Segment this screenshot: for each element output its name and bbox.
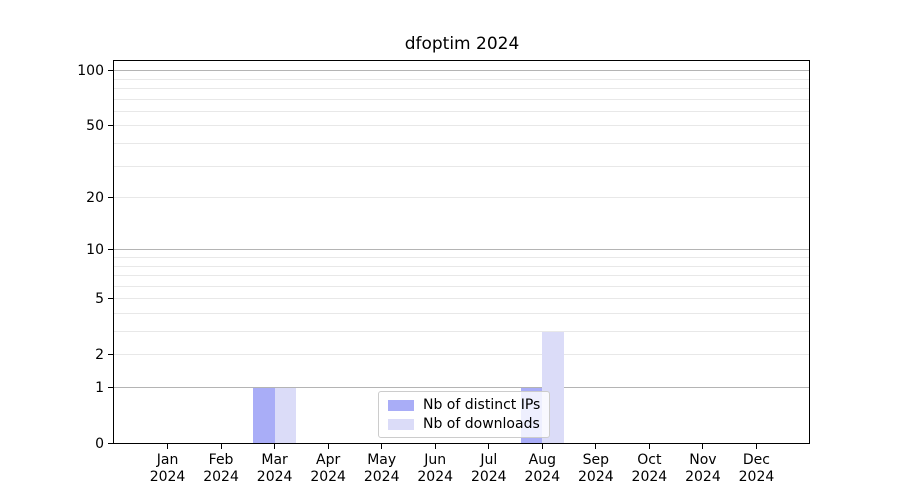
minor-gridline: [114, 165, 810, 167]
x-tick-mark: [220, 444, 222, 449]
x-tick-mark: [381, 444, 383, 449]
x-tick-label: Oct 2024: [631, 451, 668, 485]
y-tick-mark: [108, 354, 113, 356]
legend-entry-distinct-ips: Nb of distinct IPs: [388, 397, 540, 413]
minor-gridline: [114, 331, 810, 333]
x-tick-label: Sep 2024: [578, 451, 614, 485]
y-tick-mark: [108, 387, 113, 389]
x-tick-mark: [702, 444, 704, 449]
bar-distinct-ips: [253, 387, 275, 444]
minor-gridline: [114, 143, 810, 145]
y-tick-label: 0: [95, 435, 104, 452]
minor-gridline: [114, 298, 810, 300]
legend-label: Nb of downloads: [423, 416, 540, 432]
minor-gridline: [114, 285, 810, 287]
y-tick-mark: [108, 70, 113, 72]
x-tick-label: Jul 2024: [470, 451, 507, 485]
legend-swatch: [388, 399, 414, 411]
x-tick-label: Feb 2024: [203, 451, 239, 485]
legend: Nb of distinct IPs Nb of downloads: [378, 391, 551, 438]
x-tick-mark: [648, 444, 650, 449]
minor-gridline: [114, 265, 810, 267]
y-tick-mark: [108, 443, 113, 444]
legend-entry-downloads: Nb of downloads: [388, 416, 540, 432]
legend-label: Nb of distinct IPs: [423, 397, 541, 413]
x-tick-label: Jan 2024: [149, 451, 186, 485]
minor-gridline: [114, 275, 810, 277]
y-tick-label: 20: [86, 189, 104, 206]
major-gridline: [114, 249, 810, 251]
x-tick-label: Dec 2024: [738, 451, 775, 485]
minor-gridline: [114, 313, 810, 315]
y-tick-label: 1: [95, 379, 104, 396]
y-tick-label: 100: [77, 62, 104, 79]
x-tick-mark: [595, 444, 597, 449]
x-tick-label: May 2024: [363, 451, 400, 485]
x-tick-mark: [327, 444, 329, 449]
chart-title: dfoptim 2024: [404, 34, 520, 54]
minor-gridline: [114, 111, 810, 112]
y-tick-label: 10: [86, 241, 104, 258]
y-tick-mark: [108, 298, 113, 300]
bar-downloads: [274, 387, 296, 444]
minor-gridline: [114, 78, 810, 80]
x-tick-mark: [755, 444, 757, 449]
x-tick-label: Jun 2024: [417, 451, 454, 485]
legend-swatch: [388, 418, 414, 430]
x-tick-mark: [541, 444, 543, 449]
major-gridline: [114, 387, 810, 389]
minor-gridline: [114, 354, 810, 356]
x-tick-mark: [274, 444, 276, 449]
x-tick-label: Mar 2024: [256, 451, 293, 485]
minor-gridline: [114, 257, 810, 259]
y-tick-label: 5: [95, 290, 104, 307]
major-gridline: [114, 70, 810, 72]
minor-gridline: [114, 98, 810, 100]
y-tick-label: 50: [86, 117, 104, 134]
x-tick-label: Aug 2024: [524, 451, 561, 485]
y-tick-mark: [108, 249, 113, 251]
minor-gridline: [114, 197, 810, 199]
x-tick-mark: [488, 444, 490, 449]
y-tick-label: 2: [95, 346, 104, 363]
x-tick-mark: [434, 444, 436, 449]
x-tick-label: Nov 2024: [685, 451, 721, 485]
y-tick-mark: [108, 197, 113, 199]
minor-gridline: [114, 88, 810, 90]
x-tick-label: Apr 2024: [310, 451, 346, 485]
x-tick-mark: [167, 444, 169, 449]
minor-gridline: [114, 125, 810, 127]
y-tick-mark: [108, 125, 113, 127]
